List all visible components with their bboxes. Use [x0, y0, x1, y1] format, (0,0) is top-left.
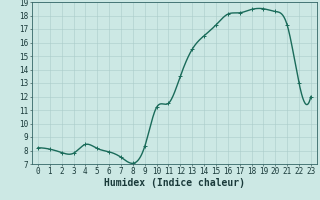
X-axis label: Humidex (Indice chaleur): Humidex (Indice chaleur) — [104, 178, 245, 188]
